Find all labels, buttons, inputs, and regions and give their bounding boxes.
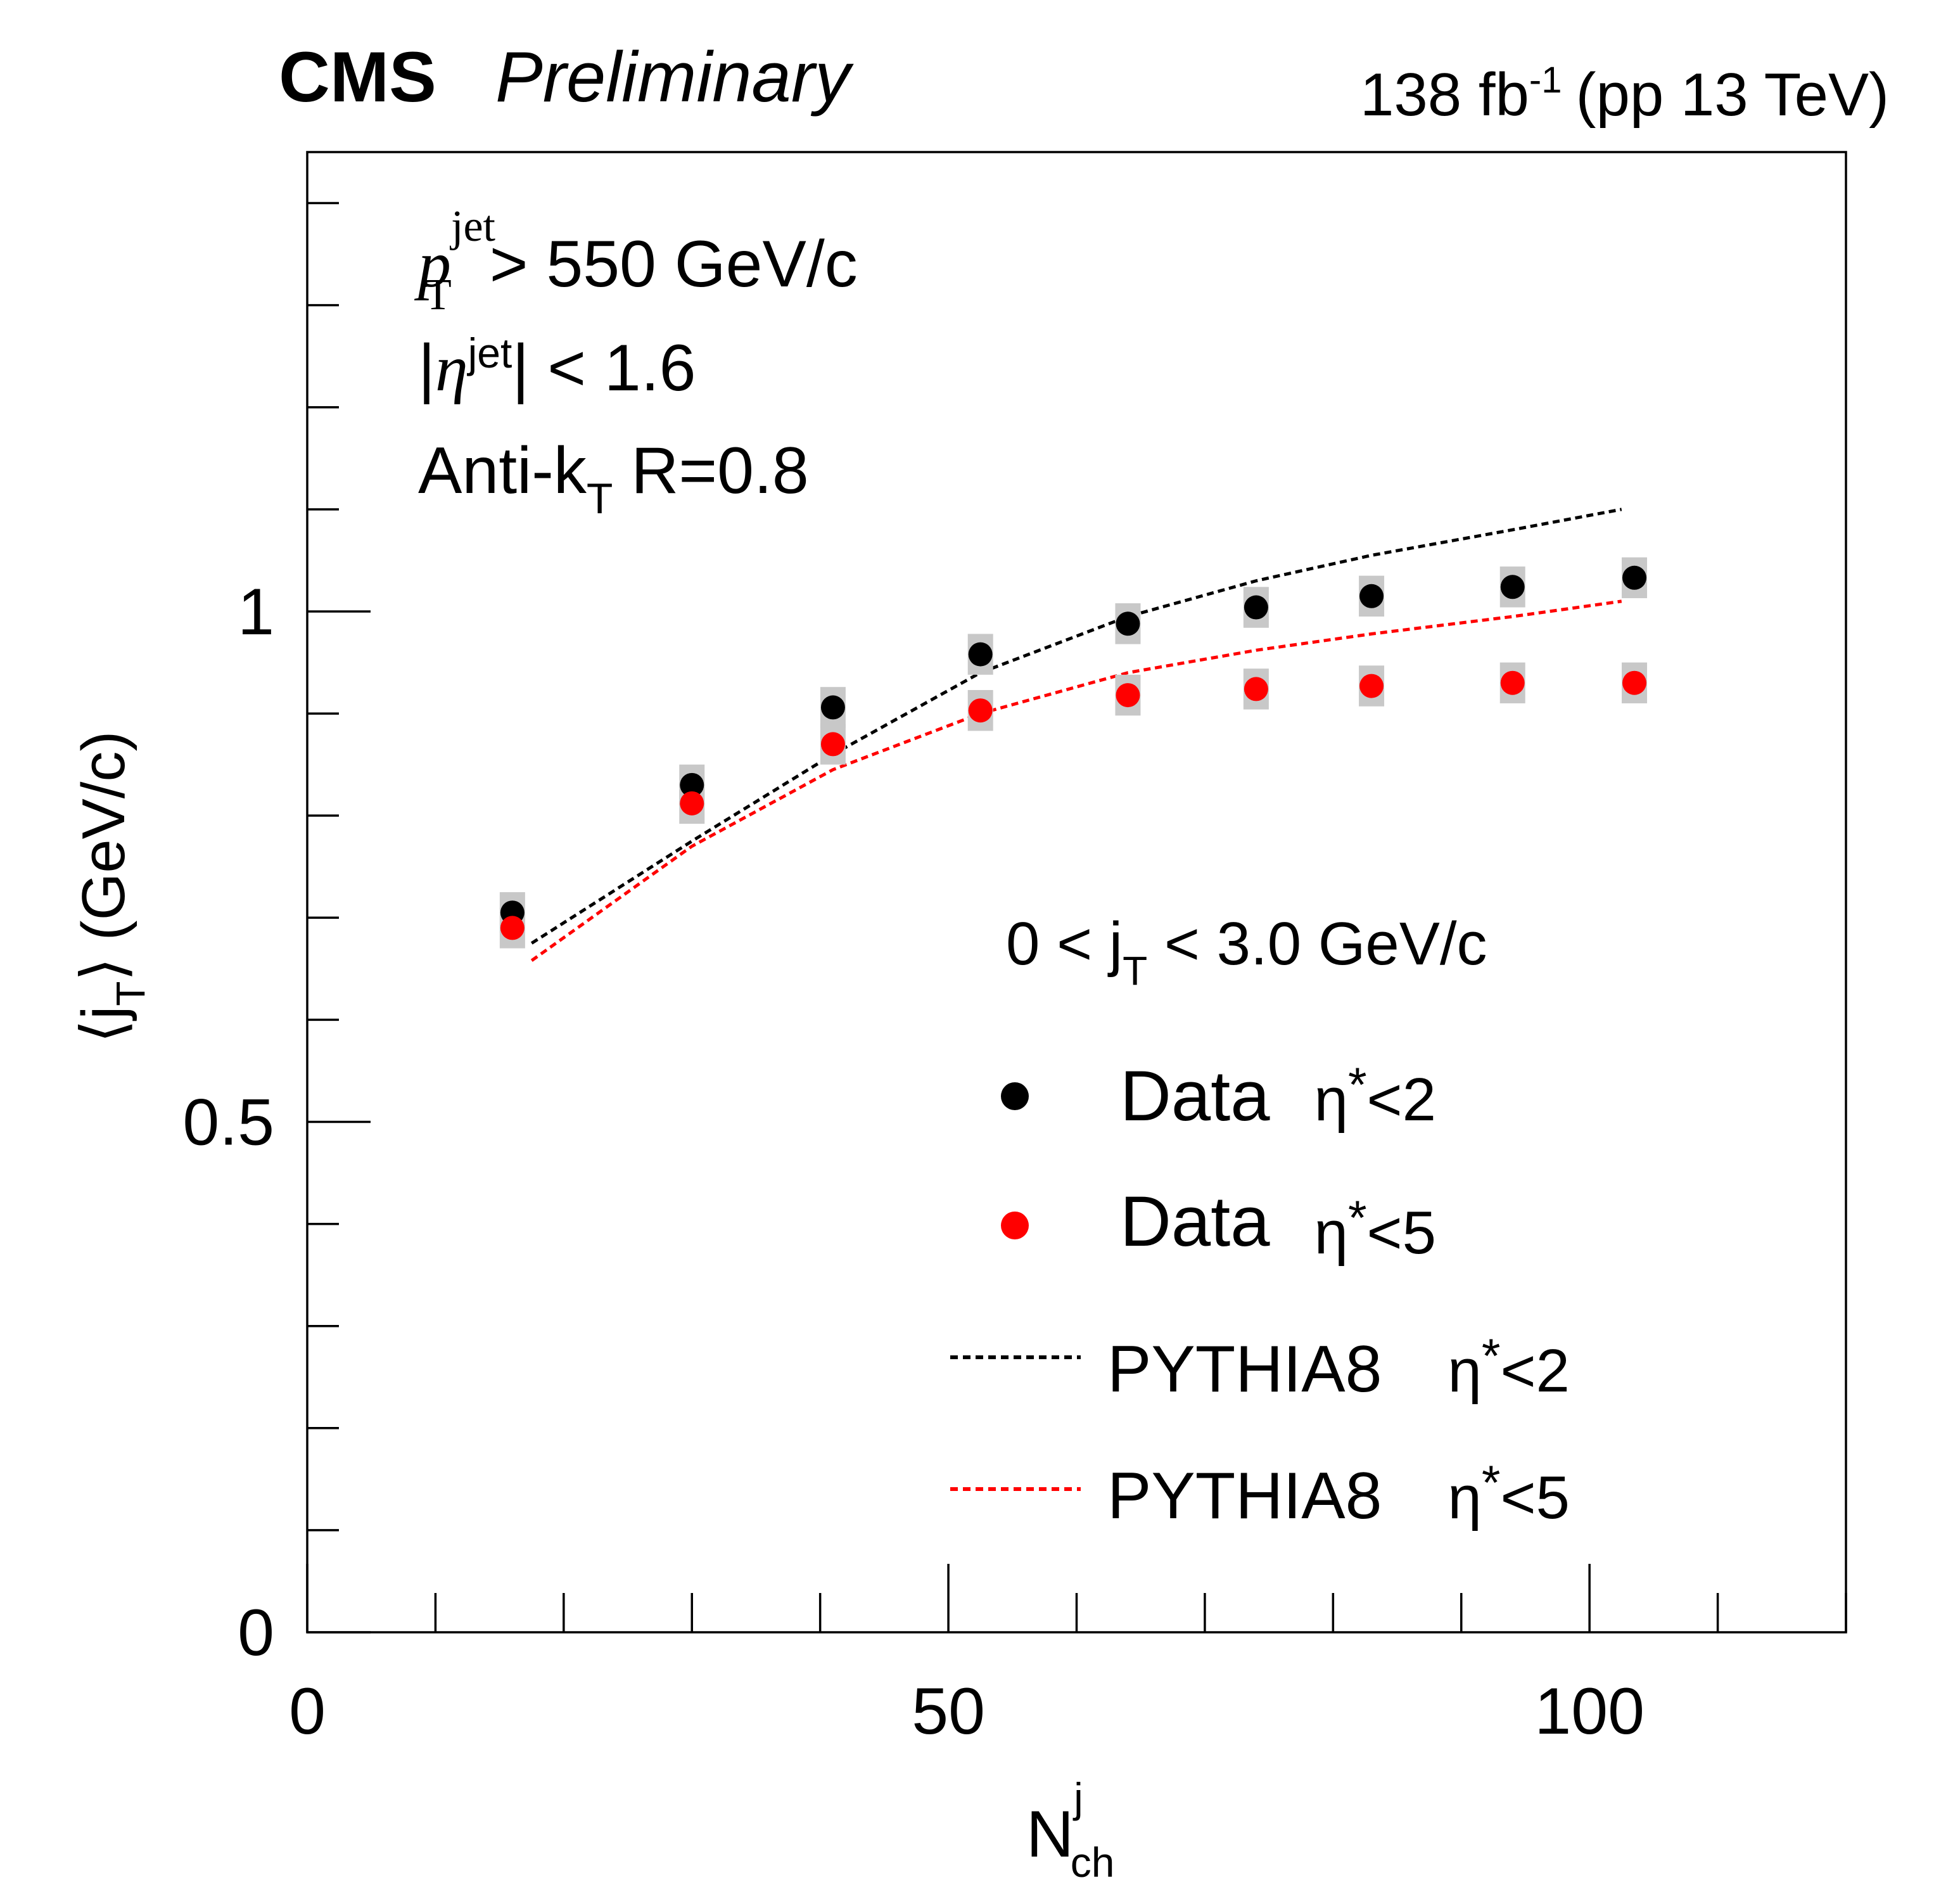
y-tick-label: 0 — [238, 1596, 274, 1670]
legend-label-pythia-eta2: PYTHIA8 η*<2 — [1107, 1329, 1570, 1406]
legend-label-data-eta2: Data η*<2 — [1120, 1056, 1436, 1135]
data-point — [500, 916, 525, 940]
pt-cut-label: pjet T > 550 GeV/c — [414, 202, 858, 319]
data-point — [1116, 683, 1140, 708]
lumi-label: 138 fb-1 (pp 13 TeV) — [1360, 60, 1889, 129]
data-point — [1116, 611, 1140, 636]
eta-cut-label: |ηjet| < 1.6 — [418, 329, 696, 405]
y-axis-tick-labels: 00.51 — [182, 575, 274, 1670]
y-axis-ticks — [307, 201, 371, 1634]
legend-marker-data-eta2 — [1001, 1082, 1029, 1110]
data-point — [1359, 584, 1384, 608]
data-point — [1500, 575, 1525, 599]
lumi-value: 138 fb — [1360, 61, 1529, 129]
data-point — [1500, 670, 1525, 695]
data-point — [1359, 674, 1384, 698]
y-tick-label: 1 — [238, 575, 274, 649]
data-point — [968, 642, 993, 667]
pythia-curve-2 — [530, 508, 1622, 945]
x-tick-label: 50 — [912, 1675, 985, 1748]
legend-header: 0 < jT < 3.0 GeV/c — [1006, 910, 1487, 994]
data-point — [1622, 565, 1647, 590]
pythia-curves — [530, 508, 1622, 962]
pythia-curve-3 — [530, 599, 1622, 962]
data-point — [1244, 595, 1268, 620]
legend-marker-data-eta5 — [1001, 1212, 1029, 1239]
data-point — [820, 695, 845, 720]
legend-label-data-eta5: Data η*<5 — [1120, 1182, 1436, 1267]
data-point — [1622, 670, 1647, 695]
jet-algorithm-label: Anti-kT R=0.8 — [418, 434, 809, 523]
lumi-energy: (pp 13 TeV) — [1575, 61, 1889, 129]
data-point — [680, 772, 704, 797]
y-axis-title: ⟨jT⟩ (GeV/c) — [70, 731, 153, 1044]
x-axis-tick-labels: 0 50 100 — [289, 1675, 1645, 1748]
data-point — [680, 791, 704, 816]
data-point — [1244, 677, 1268, 701]
data-point — [968, 698, 993, 723]
data-markers — [500, 565, 1647, 940]
x-axis-title: Nj ch — [1026, 1774, 1115, 1886]
x-axis-ticks — [306, 1564, 1847, 1632]
legend-label-pythia-eta5: PYTHIA8 η*<5 — [1107, 1456, 1570, 1533]
lumi-exponent: -1 — [1529, 60, 1562, 101]
y-tick-label: 0.5 — [182, 1085, 274, 1159]
preliminary-label: Preliminary — [495, 37, 854, 117]
x-tick-label: 0 — [289, 1675, 326, 1748]
data-point — [820, 732, 845, 757]
cms-label: CMS — [279, 37, 436, 117]
x-tick-label: 100 — [1534, 1675, 1645, 1748]
